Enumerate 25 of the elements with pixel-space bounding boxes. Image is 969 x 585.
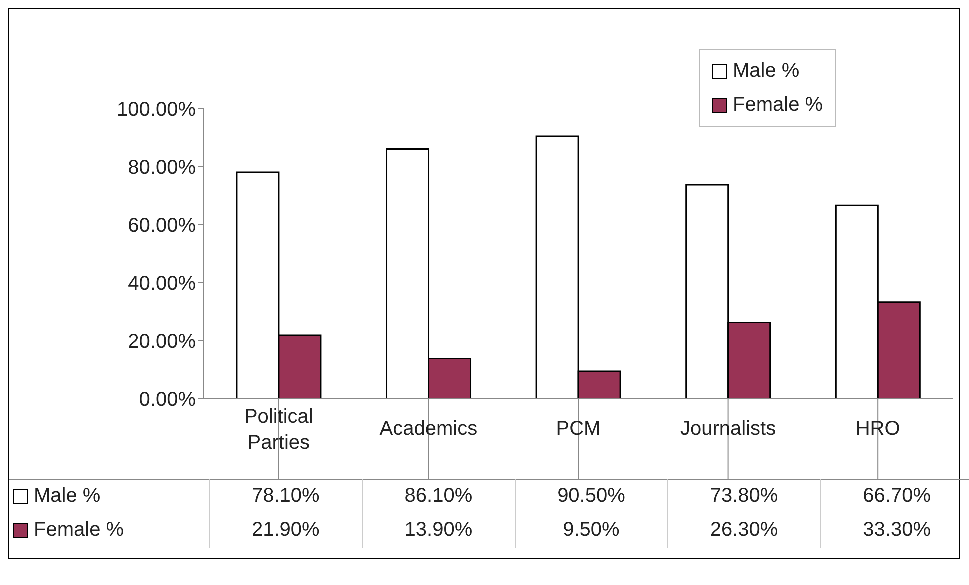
y-tick-label: 60.00%	[128, 215, 196, 238]
x-tick-label: PCM	[556, 418, 601, 440]
y-tick-label: 100.00%	[117, 99, 196, 122]
text: Female %	[34, 519, 124, 541]
y-tick-label: 0.00%	[139, 389, 196, 412]
y-tick-label: 20.00%	[128, 331, 196, 354]
data-label: 86.10%	[362, 480, 516, 514]
y-tick-label: 80.00%	[128, 157, 196, 180]
x-tick-label: Journalists	[680, 418, 776, 440]
y-tick-label: 40.00%	[128, 273, 196, 296]
data-label: 73.80%	[668, 480, 821, 514]
data-label: 9.50%	[515, 514, 668, 548]
x-tick-label: Political Parties	[244, 406, 314, 454]
data-label: 21.90%	[210, 514, 362, 548]
data-label: 90.50%	[515, 480, 668, 514]
legend-label: Male %	[732, 59, 801, 84]
text: Male %	[34, 485, 101, 508]
data-label: 13.90%	[362, 514, 516, 548]
x-tick-label: Academics	[380, 418, 478, 440]
x-tick-label: HRO	[856, 418, 900, 440]
legend-label: Female %	[732, 93, 824, 118]
data-label: 33.30%	[820, 514, 969, 548]
data-label: 26.30%	[668, 514, 821, 548]
data-label: 78.10%	[210, 480, 362, 514]
data-label: 66.70%	[820, 480, 969, 514]
